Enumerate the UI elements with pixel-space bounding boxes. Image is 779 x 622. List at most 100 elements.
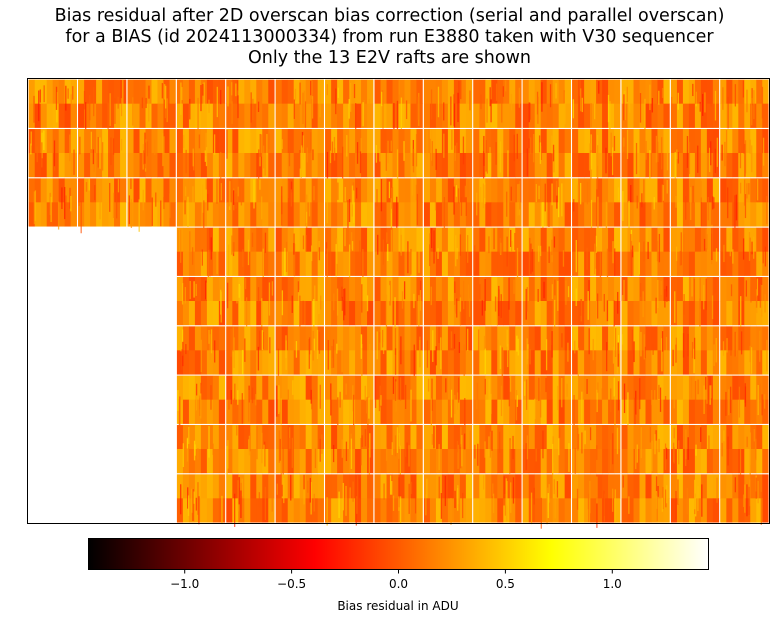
amplifier-segment (614, 326, 621, 351)
amplifier-segment (325, 79, 332, 104)
residual-streak (623, 146, 625, 172)
amplifier-segment (621, 251, 628, 276)
amplifier-segment (676, 79, 684, 104)
amplifier-segment (706, 350, 714, 375)
amplifier-segment (732, 498, 739, 523)
amplifier-segment (528, 178, 536, 203)
residual-streak (433, 426, 435, 449)
residual-streak (232, 229, 235, 254)
residual-streak (184, 287, 186, 304)
residual-streak (481, 300, 483, 316)
residual-streak (468, 298, 471, 317)
amplifier-segment (584, 399, 591, 424)
amplifier-segment (367, 449, 374, 474)
amplifier-segment (540, 301, 547, 326)
amplifier-segment (398, 498, 405, 523)
amplifier-segment (182, 277, 190, 302)
amplifier-segment (756, 425, 763, 450)
amplifier-segment (491, 474, 498, 499)
colorbar-tick-label: 1.0 (603, 577, 622, 591)
amplifier-segment (212, 103, 220, 128)
amplifier-segment (429, 153, 437, 178)
residual-streak (230, 389, 232, 405)
amplifier-segment (694, 326, 702, 351)
residual-streak (581, 97, 583, 113)
residual-streak (693, 278, 696, 312)
residual-streak (237, 480, 239, 512)
amplifier-segment (756, 399, 763, 424)
amplifier-segment (479, 474, 486, 499)
residual-streak (512, 477, 515, 504)
residual-streak (195, 383, 198, 396)
amplifier-segment (651, 103, 658, 128)
amplifier-segment (694, 227, 702, 252)
amplifier-segment (485, 301, 492, 326)
residual-streak (513, 279, 515, 294)
residual-streak (454, 490, 456, 508)
amplifier-segment (200, 277, 208, 302)
colorbar-gradient (88, 538, 709, 570)
amplifier-segment (361, 498, 368, 523)
amplifier-segment (706, 103, 714, 128)
ccd-tile (572, 425, 621, 474)
amplifier-segment (429, 178, 437, 203)
residual-streak (263, 444, 265, 468)
amplifier-segment (552, 301, 559, 326)
residual-streak (510, 241, 513, 252)
amplifier-segment (627, 375, 634, 400)
residual-streak (643, 179, 645, 204)
amplifier-segment (688, 474, 696, 499)
amplifier-segment (756, 350, 763, 375)
amplifier-segment (608, 326, 615, 351)
amplifier-segment (386, 103, 393, 128)
amplifier-segment (238, 425, 245, 450)
amplifier-segment (676, 301, 684, 326)
amplifier-segment (398, 375, 405, 400)
amplifier-segment (534, 350, 542, 375)
amplifier-segment (163, 129, 170, 154)
residual-streak (368, 447, 370, 481)
amplifier-segment (528, 350, 536, 375)
amplifier-segment (670, 251, 678, 276)
amplifier-segment (232, 399, 239, 424)
amplifier-segment (182, 399, 190, 424)
amplifier-segment (670, 153, 678, 178)
amplifier-segment (281, 498, 289, 523)
amplifier-segment (139, 202, 146, 227)
ccd-tile (226, 178, 275, 227)
amplifier-segment (633, 474, 640, 499)
residual-streak (34, 190, 37, 222)
amplifier-segment (750, 449, 757, 474)
ccd-tile (720, 375, 769, 424)
residual-streak (413, 344, 415, 377)
amplifier-segment (102, 103, 109, 128)
residual-streak (455, 235, 457, 267)
residual-streak (624, 91, 626, 121)
title-line-1: Bias residual after 2D overscan bias cor… (54, 6, 725, 26)
residual-streak (463, 280, 465, 310)
amplifier-segment (226, 425, 233, 450)
residual-streak (577, 433, 580, 450)
amplifier-segment (305, 79, 312, 104)
amplifier-segment (281, 103, 289, 128)
amplifier-segment (361, 79, 368, 104)
amplifier-segment (194, 350, 202, 375)
residual-streak (181, 349, 183, 370)
amplifier-segment (429, 449, 437, 474)
amplifier-segment (572, 425, 579, 450)
amplifier-segment (380, 425, 387, 450)
residual-streak (519, 180, 521, 210)
amplifier-segment (386, 251, 393, 276)
residual-streak (526, 148, 529, 177)
residual-streak (711, 227, 713, 261)
amplifier-segment (206, 202, 214, 227)
amplifier-segment (633, 375, 640, 400)
amplifier-segment (182, 498, 190, 523)
amplifier-segment (614, 375, 621, 400)
amplifier-segment (64, 202, 71, 227)
amplifier-segment (694, 277, 702, 302)
amplifier-segment (700, 202, 708, 227)
amplifier-segment (645, 375, 652, 400)
amplifier-segment (627, 129, 634, 154)
residual-streak (358, 478, 361, 498)
